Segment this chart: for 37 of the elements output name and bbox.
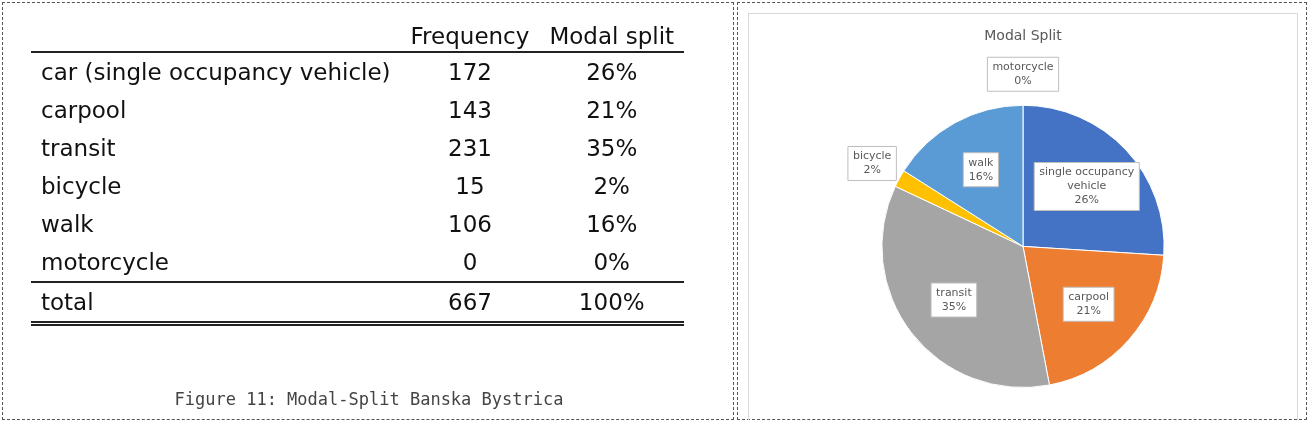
data-label: 0 <box>461 248 479 277</box>
data-label: 15 <box>454 172 486 201</box>
caption: Figure 11: Modal-Split Banska Bystrica <box>173 389 565 409</box>
text: Modal split <box>539 17 685 52</box>
category-label: bicycle <box>40 172 123 201</box>
data-label: 35% <box>585 134 639 163</box>
data-label: 2% <box>863 163 881 177</box>
data-label: 106 <box>447 210 493 239</box>
category-label: carpool <box>40 96 128 125</box>
slice-label: transit <box>936 285 973 299</box>
category-label: motorcycle <box>992 60 1054 74</box>
category-label: motorcycle <box>40 248 170 277</box>
category-label: walk <box>40 210 95 239</box>
data-label: 231 <box>447 134 493 163</box>
category-label: total <box>31 282 401 324</box>
data-label: 21% <box>1076 304 1101 318</box>
data-label: 16% <box>968 169 994 183</box>
data-label: 667 <box>400 282 540 324</box>
data-label: 21% <box>585 96 639 125</box>
data-label: 143 <box>447 96 493 125</box>
data-label: 26% <box>585 58 639 87</box>
category-label: car (single occupancy vehicle) <box>40 58 392 87</box>
data-label: 2% <box>592 172 631 201</box>
slice-label: carpool <box>1068 290 1110 304</box>
data-label: 16% <box>585 210 639 239</box>
data-label: 0% <box>592 248 631 277</box>
data-label: 172 <box>447 58 493 87</box>
slice-label: walk <box>968 155 995 169</box>
text: Frequency <box>400 17 540 52</box>
slice-label: single occupancy vehicle <box>1039 165 1135 193</box>
category-label: transit <box>40 134 117 163</box>
slice-label: bicycle <box>852 149 892 163</box>
text: 0% <box>1014 74 1032 88</box>
data-label: 100% <box>539 282 685 324</box>
data-label: 26% <box>1074 193 1099 207</box>
chart-title: Modal Split <box>984 27 1063 44</box>
data-label: 35% <box>941 299 967 313</box>
